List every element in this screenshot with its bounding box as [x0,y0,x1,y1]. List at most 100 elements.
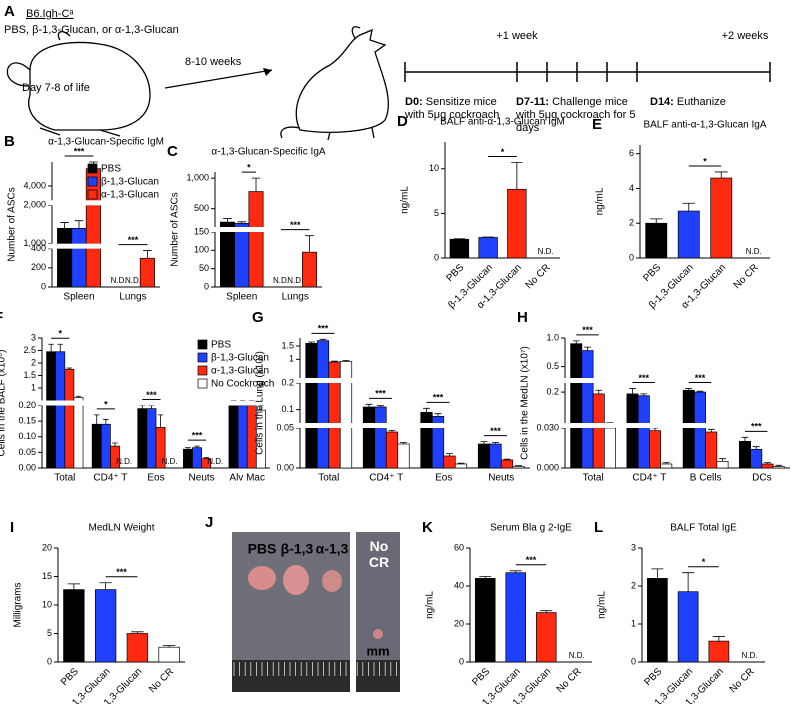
error-bar [377,405,384,407]
legend-label: β-1,3-Glucan [101,177,159,188]
bar [237,405,248,469]
lymph-node [248,566,276,590]
error-bar [446,453,453,456]
step: D0: Sensitize mice with 5μg cockroach [405,96,515,122]
bar [507,188,527,259]
error-bar [682,572,695,592]
legend-label: β-1,3-Glucan [211,353,269,364]
step-text: Euthanize [676,96,726,108]
error-bar [57,343,63,352]
bar [489,443,502,469]
panel-letter: C [167,143,178,160]
y-tick-label: 0 [204,281,209,291]
error-bar [775,464,783,467]
x-tick-label: Alv Mac [229,473,265,484]
significance-label: *** [318,324,329,334]
x-tick-label: Spleen [63,292,94,303]
value-label: N.D. [742,651,758,660]
chart-title: BALF anti-α-1,3-Glucan IgM [440,117,565,128]
x-tick-label: Spleen [226,292,257,303]
error-bar [696,390,704,393]
error-bar [331,360,338,362]
error-bar [434,413,442,417]
error-bar [662,462,670,464]
y-tick-label: 0.00 [276,462,294,472]
y-axis-label: Cells in the MedLN (x10⁷) [520,346,531,460]
value-label: N.D. [111,276,127,285]
bar [478,237,498,259]
significance-label: *** [638,373,649,383]
panel-letter: H [517,309,528,326]
value-label: N.D. [569,651,585,660]
error-bar [60,222,69,229]
arrow [164,69,273,89]
interval: 8-10 weeks [185,56,242,68]
ruler [232,660,350,692]
bar [710,177,733,259]
bar [604,427,616,469]
bar [302,251,317,288]
panel-letter: B [4,133,15,150]
bar [55,351,66,469]
significance-label: *** [526,555,537,565]
error-bar [423,407,430,413]
y-tick-label: 4,000 [23,180,46,190]
panel-letter: A [4,3,15,20]
bar [592,393,605,469]
x-tick-label: PBS [470,666,492,688]
bar [100,423,111,469]
legend-swatch [197,378,208,389]
y-axis-label: ng/mL [595,187,606,215]
error-bar [595,389,603,394]
significance-label: * [703,156,707,166]
significance-label: * [58,329,62,339]
bar [158,646,180,663]
x-tick-label: Total [54,473,75,484]
timeline-ticks [404,62,771,82]
axis-break [296,423,530,428]
treatment: PBS, β-1,3-Glucan, or α-1,3-Glucan [4,24,179,36]
axis-break [211,227,322,232]
error-bar [99,582,112,590]
step-text: Challenge mice with 5μg cockroach for 5 … [516,96,636,134]
y-tick-label: 0.20 [18,400,36,410]
lymph-node [373,629,383,639]
error-bar [752,446,760,450]
bar [682,389,695,469]
bar [443,455,456,469]
bar [474,578,496,663]
bar [146,408,157,469]
week-label: +1 week [496,30,538,42]
bar [649,430,661,469]
x-tick-label: PBS [444,262,466,284]
error-bar [308,341,315,344]
step-label: D7-11: [516,96,550,108]
x-tick-label: Lungs [282,292,309,303]
mouse-drawing [280,26,389,141]
significance-label: *** [582,325,593,335]
x-tick-label: Neuts [488,473,514,484]
y-tick-label: 500 [194,203,209,213]
bar [772,466,785,469]
y-tick-label: 4 [629,183,634,193]
y-tick-label: 0.00 [18,462,36,472]
bar [500,459,514,469]
y-tick-label: 0.5 [546,361,559,371]
x-tick-label: Eos [147,473,164,484]
y-tick-label: 1,000 [23,238,46,248]
error-bar [503,458,511,460]
bar [85,168,101,288]
error-bar [712,636,725,642]
error-bar [685,388,693,391]
y-tick-label: 15 [42,571,52,581]
y-tick-label: 10 [42,599,52,609]
ruler [356,660,400,692]
significance-label: *** [695,373,706,383]
error-bar [479,576,492,579]
error-bar [365,403,373,407]
significance-label: *** [490,426,501,436]
bar [248,191,264,288]
value-label: N.D. [746,247,762,256]
arrowhead [263,68,272,76]
